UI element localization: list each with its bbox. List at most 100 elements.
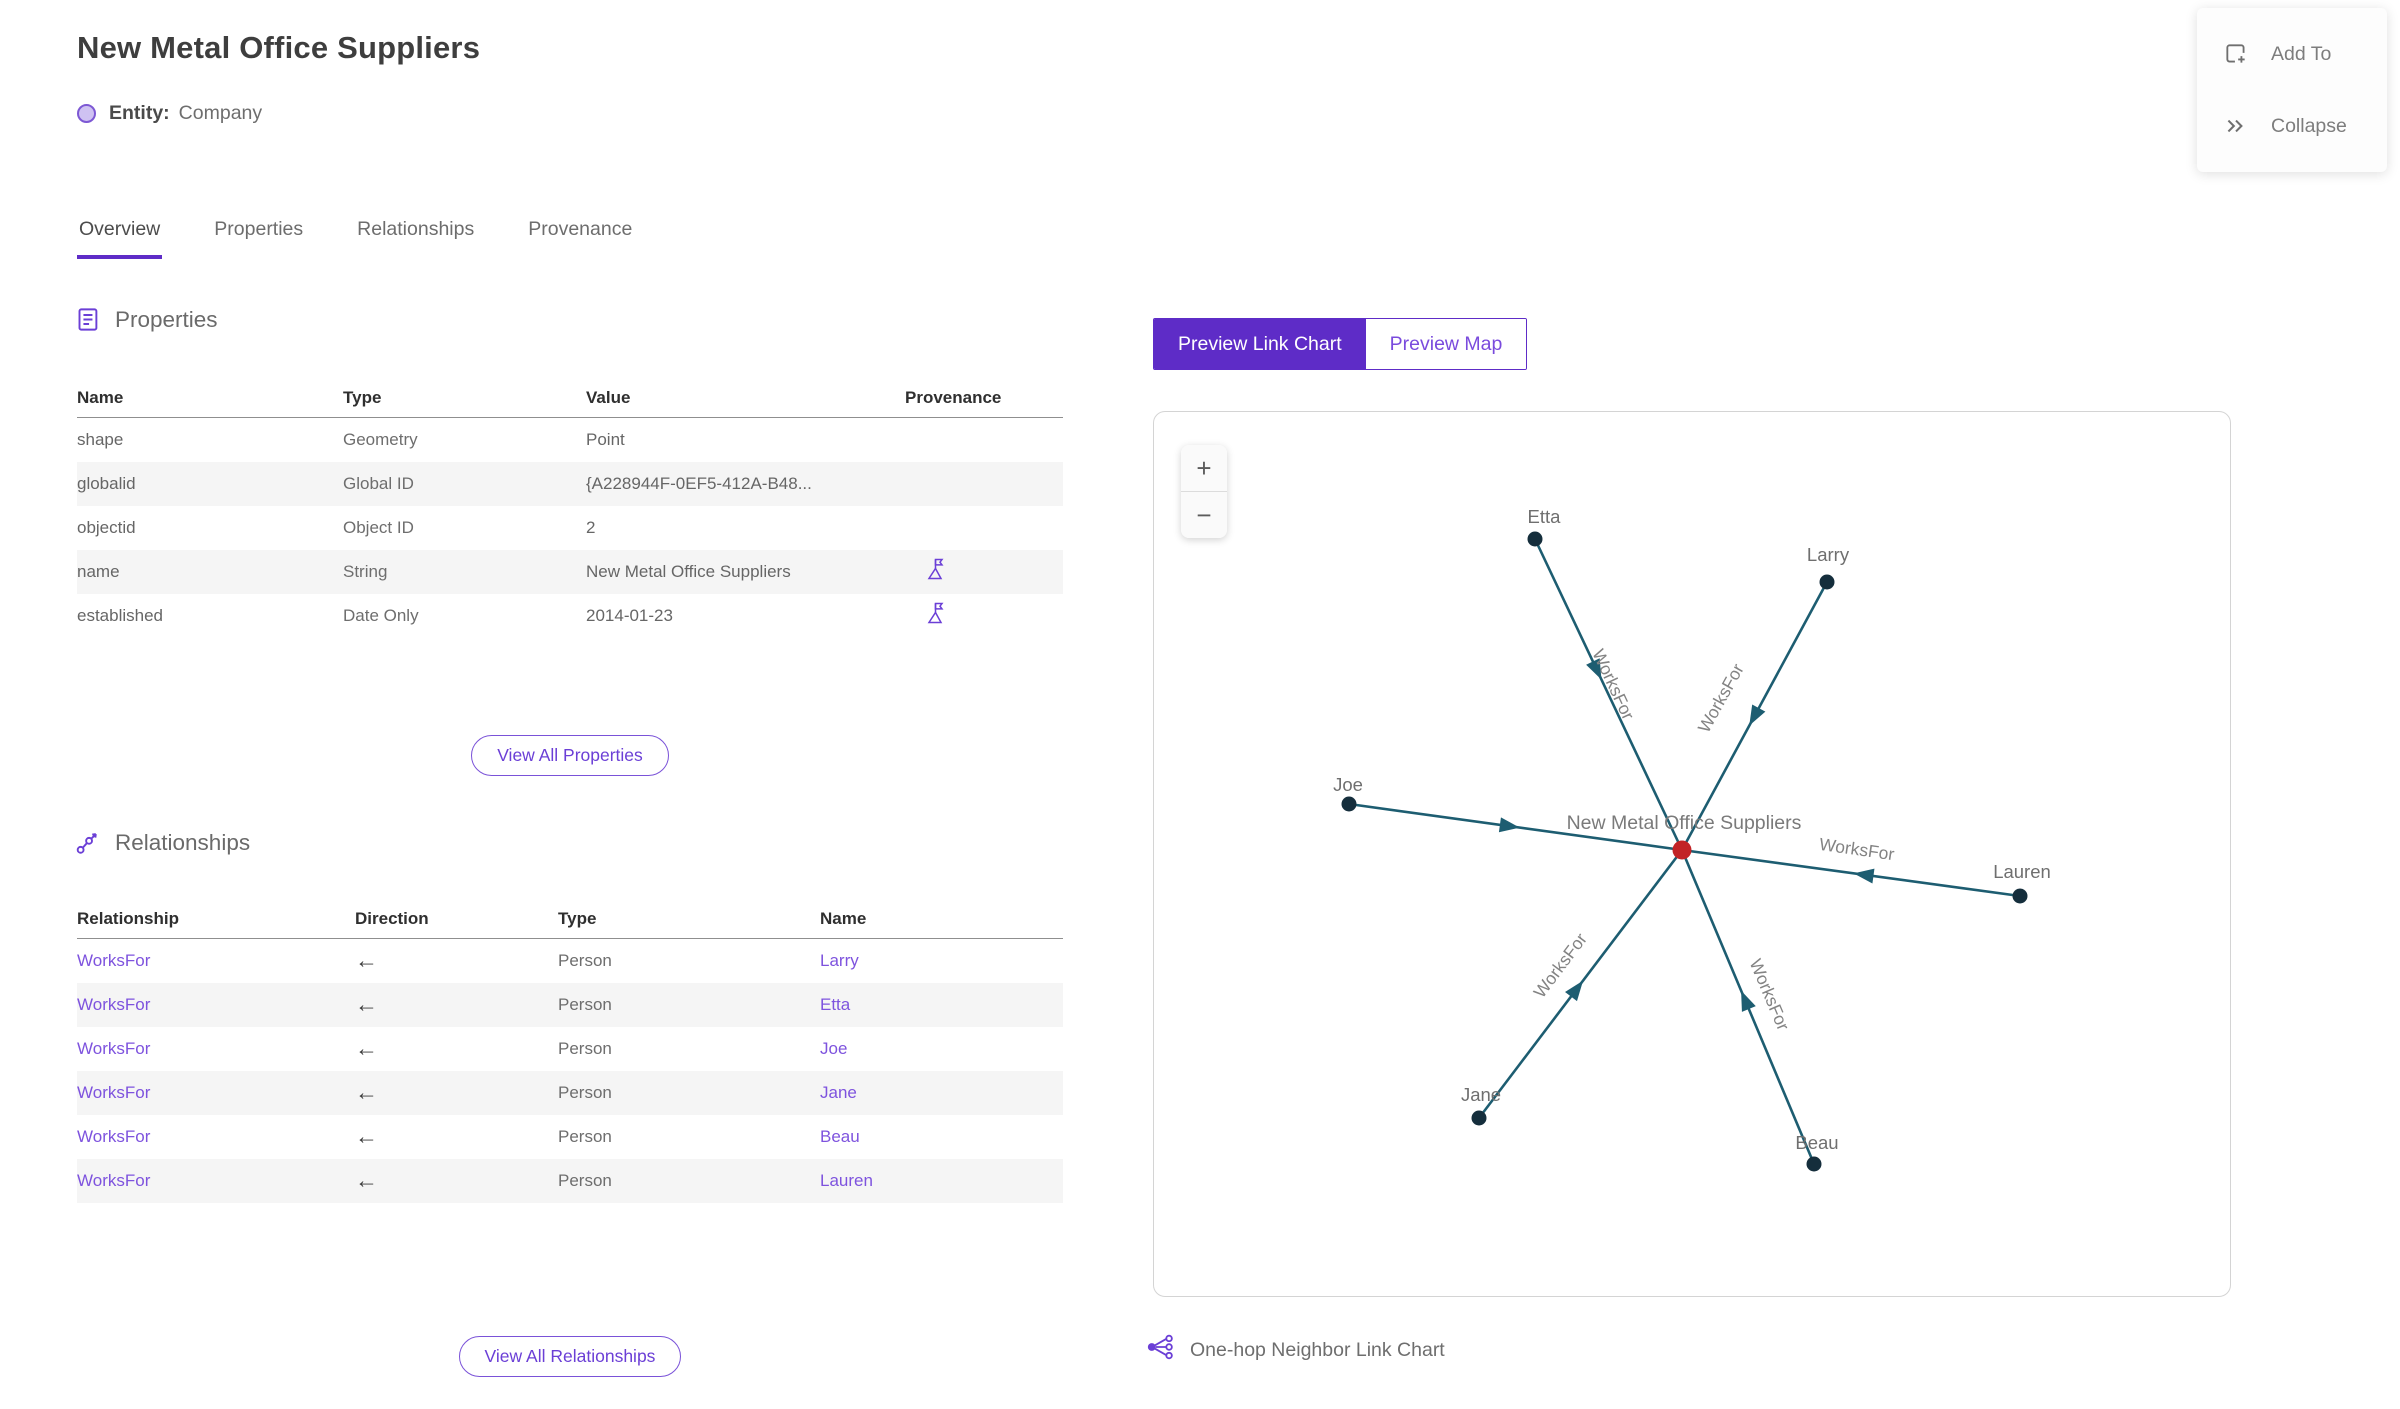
- chart-center-label: New Metal Office Suppliers: [1567, 812, 1802, 834]
- entity-name-link[interactable]: Lauren: [820, 1171, 873, 1190]
- relationship-link[interactable]: WorksFor: [77, 951, 151, 970]
- one-hop-icon: [1146, 1334, 1176, 1366]
- chart-node-jane[interactable]: [1471, 1110, 1487, 1126]
- edge-arrow-jane: [1565, 980, 1584, 1002]
- chart-node-label-beau: Beau: [1795, 1132, 1838, 1153]
- preview-map-button[interactable]: Preview Map: [1365, 319, 1527, 369]
- zoom-in-button[interactable]: +: [1181, 445, 1227, 491]
- property-type: Global ID: [343, 474, 414, 493]
- relationship-entity-name: Etta: [820, 995, 1063, 1015]
- tab-relationships[interactable]: Relationships: [357, 218, 475, 240]
- relationship-row-etta: WorksFor ← Person Etta: [77, 983, 1063, 1027]
- entity-name-link[interactable]: Jane: [820, 1083, 857, 1102]
- collapse-button[interactable]: Collapse: [2197, 113, 2387, 139]
- relationship-type-link: WorksFor: [77, 1083, 355, 1103]
- tab-overview[interactable]: Overview: [77, 218, 163, 259]
- relationship-link[interactable]: WorksFor: [77, 1039, 151, 1058]
- property-name: name: [77, 562, 120, 581]
- properties-heading: Properties: [115, 306, 218, 332]
- zoom-out-button[interactable]: −: [1181, 492, 1227, 538]
- relationship-direction: ←: [355, 1169, 558, 1193]
- properties-table-body: shape Geometry Point globalid Global ID {A228…: [77, 418, 1063, 638]
- property-row-shape: shape Geometry Point: [77, 418, 1063, 462]
- tab-bar: Overview Properties Relationships Provenanc…: [77, 218, 634, 259]
- chart-node-joe[interactable]: [1341, 796, 1357, 812]
- add-to-button[interactable]: Add To: [2197, 41, 2387, 67]
- relationship-entity-name: Larry: [820, 951, 1063, 971]
- relationship-entity-type: Person: [558, 1127, 612, 1146]
- entity-name-link[interactable]: Etta: [820, 995, 851, 1014]
- relationship-entity-type: Person: [558, 995, 612, 1014]
- relationship-entity-type: Person: [558, 1083, 612, 1102]
- edge-arrow-etta: [1586, 658, 1602, 680]
- property-value: Point: [586, 430, 625, 449]
- property-row-objectid: objectid Object ID 2: [77, 506, 1063, 550]
- entity-name-link[interactable]: Beau: [820, 1127, 860, 1146]
- relationship-direction: ←: [355, 993, 558, 1017]
- edge-label-etta: WorksFor: [1588, 646, 1638, 723]
- entity-label: Entity:: [109, 102, 170, 124]
- tab-provenance[interactable]: Provenance: [528, 218, 633, 240]
- provenance-flag-icon[interactable]: [905, 601, 947, 631]
- chart-caption: One-hop Neighbor Link Chart: [1190, 1338, 1445, 1361]
- preview-link-chart-button[interactable]: Preview Link Chart: [1154, 319, 1366, 369]
- preview-toggle: Preview Link Chart Preview Map: [1153, 318, 1528, 370]
- add-to-icon: [2223, 41, 2249, 67]
- chart-node-etta[interactable]: [1527, 531, 1543, 547]
- chart-node-beau[interactable]: [1806, 1156, 1822, 1172]
- relationships-icon: [75, 829, 102, 856]
- chart-node-larry[interactable]: [1819, 574, 1835, 590]
- add-to-label: Add To: [2271, 42, 2332, 65]
- chart-node-label-etta: Etta: [1528, 506, 1562, 527]
- zoom-control: + −: [1181, 445, 1227, 538]
- entity-name-link[interactable]: Joe: [820, 1039, 848, 1058]
- property-name: established: [77, 606, 164, 625]
- relationship-entity-name: Joe: [820, 1039, 1063, 1059]
- properties-table-header: Name Type Value Provenance: [77, 372, 1063, 418]
- edge-arrow-lauren: [1853, 868, 1875, 884]
- relationship-type-link: WorksFor: [77, 1127, 355, 1147]
- view-all-properties-button[interactable]: View All Properties: [471, 735, 669, 776]
- direction-arrow-icon: ←: [355, 993, 378, 1017]
- provenance-flag-icon[interactable]: [905, 557, 947, 587]
- relationships-table: Relationship Direction Type Name WorksFor ← P…: [77, 893, 1063, 1203]
- relationship-row-beau: WorksFor ← Person Beau: [77, 1115, 1063, 1159]
- entity-name-link[interactable]: Larry: [820, 951, 859, 970]
- chart-center-node[interactable]: [1672, 840, 1692, 860]
- relationship-link[interactable]: WorksFor: [77, 1171, 151, 1190]
- property-row-established: established Date Only 2014-01-23: [77, 594, 1063, 638]
- relationship-type-link: WorksFor: [77, 1039, 355, 1059]
- edge-etta: [1533, 538, 1684, 851]
- relationships-column-type: Type: [558, 909, 597, 928]
- direction-arrow-icon: ←: [355, 1037, 378, 1061]
- tab-properties[interactable]: Properties: [214, 218, 304, 240]
- relationship-direction: ←: [355, 949, 558, 973]
- edge-arrow-larry: [1749, 704, 1766, 726]
- property-row-name: name String New Metal Office Suppliers: [77, 550, 1063, 594]
- relationship-direction: ←: [355, 1125, 558, 1149]
- relationships-column-name: Name: [820, 909, 867, 928]
- properties-column-value: Value: [586, 388, 631, 407]
- properties-column-type: Type: [343, 388, 382, 407]
- relationship-entity-name: Beau: [820, 1127, 1063, 1147]
- relationships-table-body: WorksFor ← Person Larry WorksFor ← Person Etta W…: [77, 939, 1063, 1203]
- property-name: globalid: [77, 474, 136, 493]
- edge-arrow-joe: [1498, 817, 1520, 833]
- property-type: Geometry: [343, 430, 418, 449]
- property-name: objectid: [77, 518, 136, 537]
- chart-node-label-larry: Larry: [1807, 544, 1850, 565]
- edge-arrow-beau: [1741, 990, 1756, 1012]
- chart-node-label-lauren: Lauren: [1993, 861, 2051, 882]
- relationship-link[interactable]: WorksFor: [77, 995, 151, 1014]
- property-value: 2014-01-23: [586, 606, 673, 625]
- relationship-type-link: WorksFor: [77, 951, 355, 971]
- edge-label-lauren: WorksFor: [1818, 834, 1896, 864]
- chart-node-label-jane: Jane: [1461, 1084, 1501, 1105]
- edge-label-larry: WorksFor: [1694, 660, 1748, 736]
- view-all-relationships-button[interactable]: View All Relationships: [458, 1336, 682, 1377]
- relationship-link[interactable]: WorksFor: [77, 1083, 151, 1102]
- relationship-link[interactable]: WorksFor: [77, 1127, 151, 1146]
- chart-node-lauren[interactable]: [2012, 888, 2028, 904]
- property-provenance: [905, 601, 1063, 631]
